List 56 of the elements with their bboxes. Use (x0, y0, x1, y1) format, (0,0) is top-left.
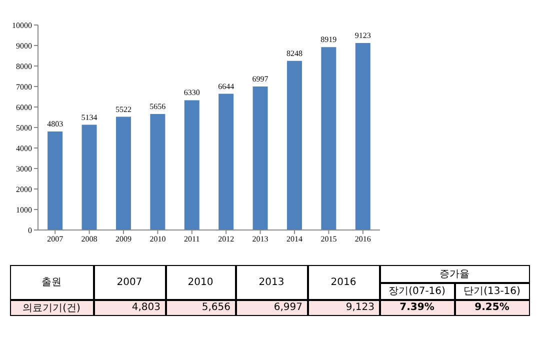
y-tick-label: 4000 (16, 144, 32, 153)
x-tick-label: 2013 (252, 234, 268, 244)
text: 증가율 (440, 268, 470, 280)
bar (252, 86, 268, 230)
data-label: 5522 (115, 104, 132, 114)
y-tick-label: 10000 (12, 20, 32, 30)
x-tick-label: 2007 (47, 234, 64, 244)
x-tick-label: 2016 (354, 234, 371, 244)
data-label: 8248 (286, 48, 302, 58)
x-tick-label: 2009 (116, 234, 132, 244)
data-label: 9123 (354, 30, 371, 40)
x-tick-label: 2014 (286, 234, 302, 244)
text: 4,803 (132, 302, 160, 313)
bar (321, 47, 336, 230)
text: 단기(13-16) (464, 285, 520, 298)
text: 6,997 (274, 302, 302, 313)
x-tick-label: 2012 (218, 234, 234, 244)
y-tick-label: 7000 (16, 82, 32, 92)
y-tick-label: 6000 (16, 102, 32, 112)
y-tick-label: 9000 (16, 41, 32, 50)
y-tick-label: 1000 (16, 205, 32, 214)
data-label: 6997 (252, 74, 268, 84)
text: 5,656 (202, 302, 230, 313)
bar (150, 114, 166, 230)
data-label: 5134 (81, 112, 98, 122)
bar (184, 100, 200, 230)
bar (82, 124, 97, 230)
text: 2007 (116, 276, 142, 288)
text: 9.25% (474, 302, 510, 313)
text: 7.39% (400, 302, 434, 313)
text: 9,123 (346, 302, 374, 313)
data-label: 5656 (150, 102, 166, 112)
bar (355, 42, 370, 230)
data-label: 4803 (47, 120, 64, 129)
data-label: 6644 (218, 82, 234, 91)
y-tick-label: 5000 (16, 123, 32, 132)
text: 출원 (42, 276, 62, 289)
text: 장기(07-16) (388, 285, 446, 298)
y-tick-label: 0 (28, 226, 32, 235)
y-tick-label: 3000 (16, 164, 32, 174)
data-label: 8919 (320, 35, 337, 44)
bar (116, 116, 131, 230)
x-tick-label: 2015 (320, 234, 337, 244)
y-tick-label: 8000 (16, 62, 32, 71)
y-tick-label: 2000 (16, 184, 32, 194)
text: 2016 (330, 276, 356, 288)
data-label: 6330 (184, 88, 200, 98)
x-tick-label: 2011 (184, 234, 200, 244)
bar (218, 94, 234, 230)
text: 의료기기(건) (22, 302, 80, 314)
text: 2013 (258, 276, 284, 288)
text: 2010 (188, 276, 214, 288)
bar (286, 60, 302, 230)
x-tick-label: 2010 (150, 234, 166, 244)
x-tick-label: 2008 (81, 234, 98, 244)
bar (48, 132, 63, 230)
